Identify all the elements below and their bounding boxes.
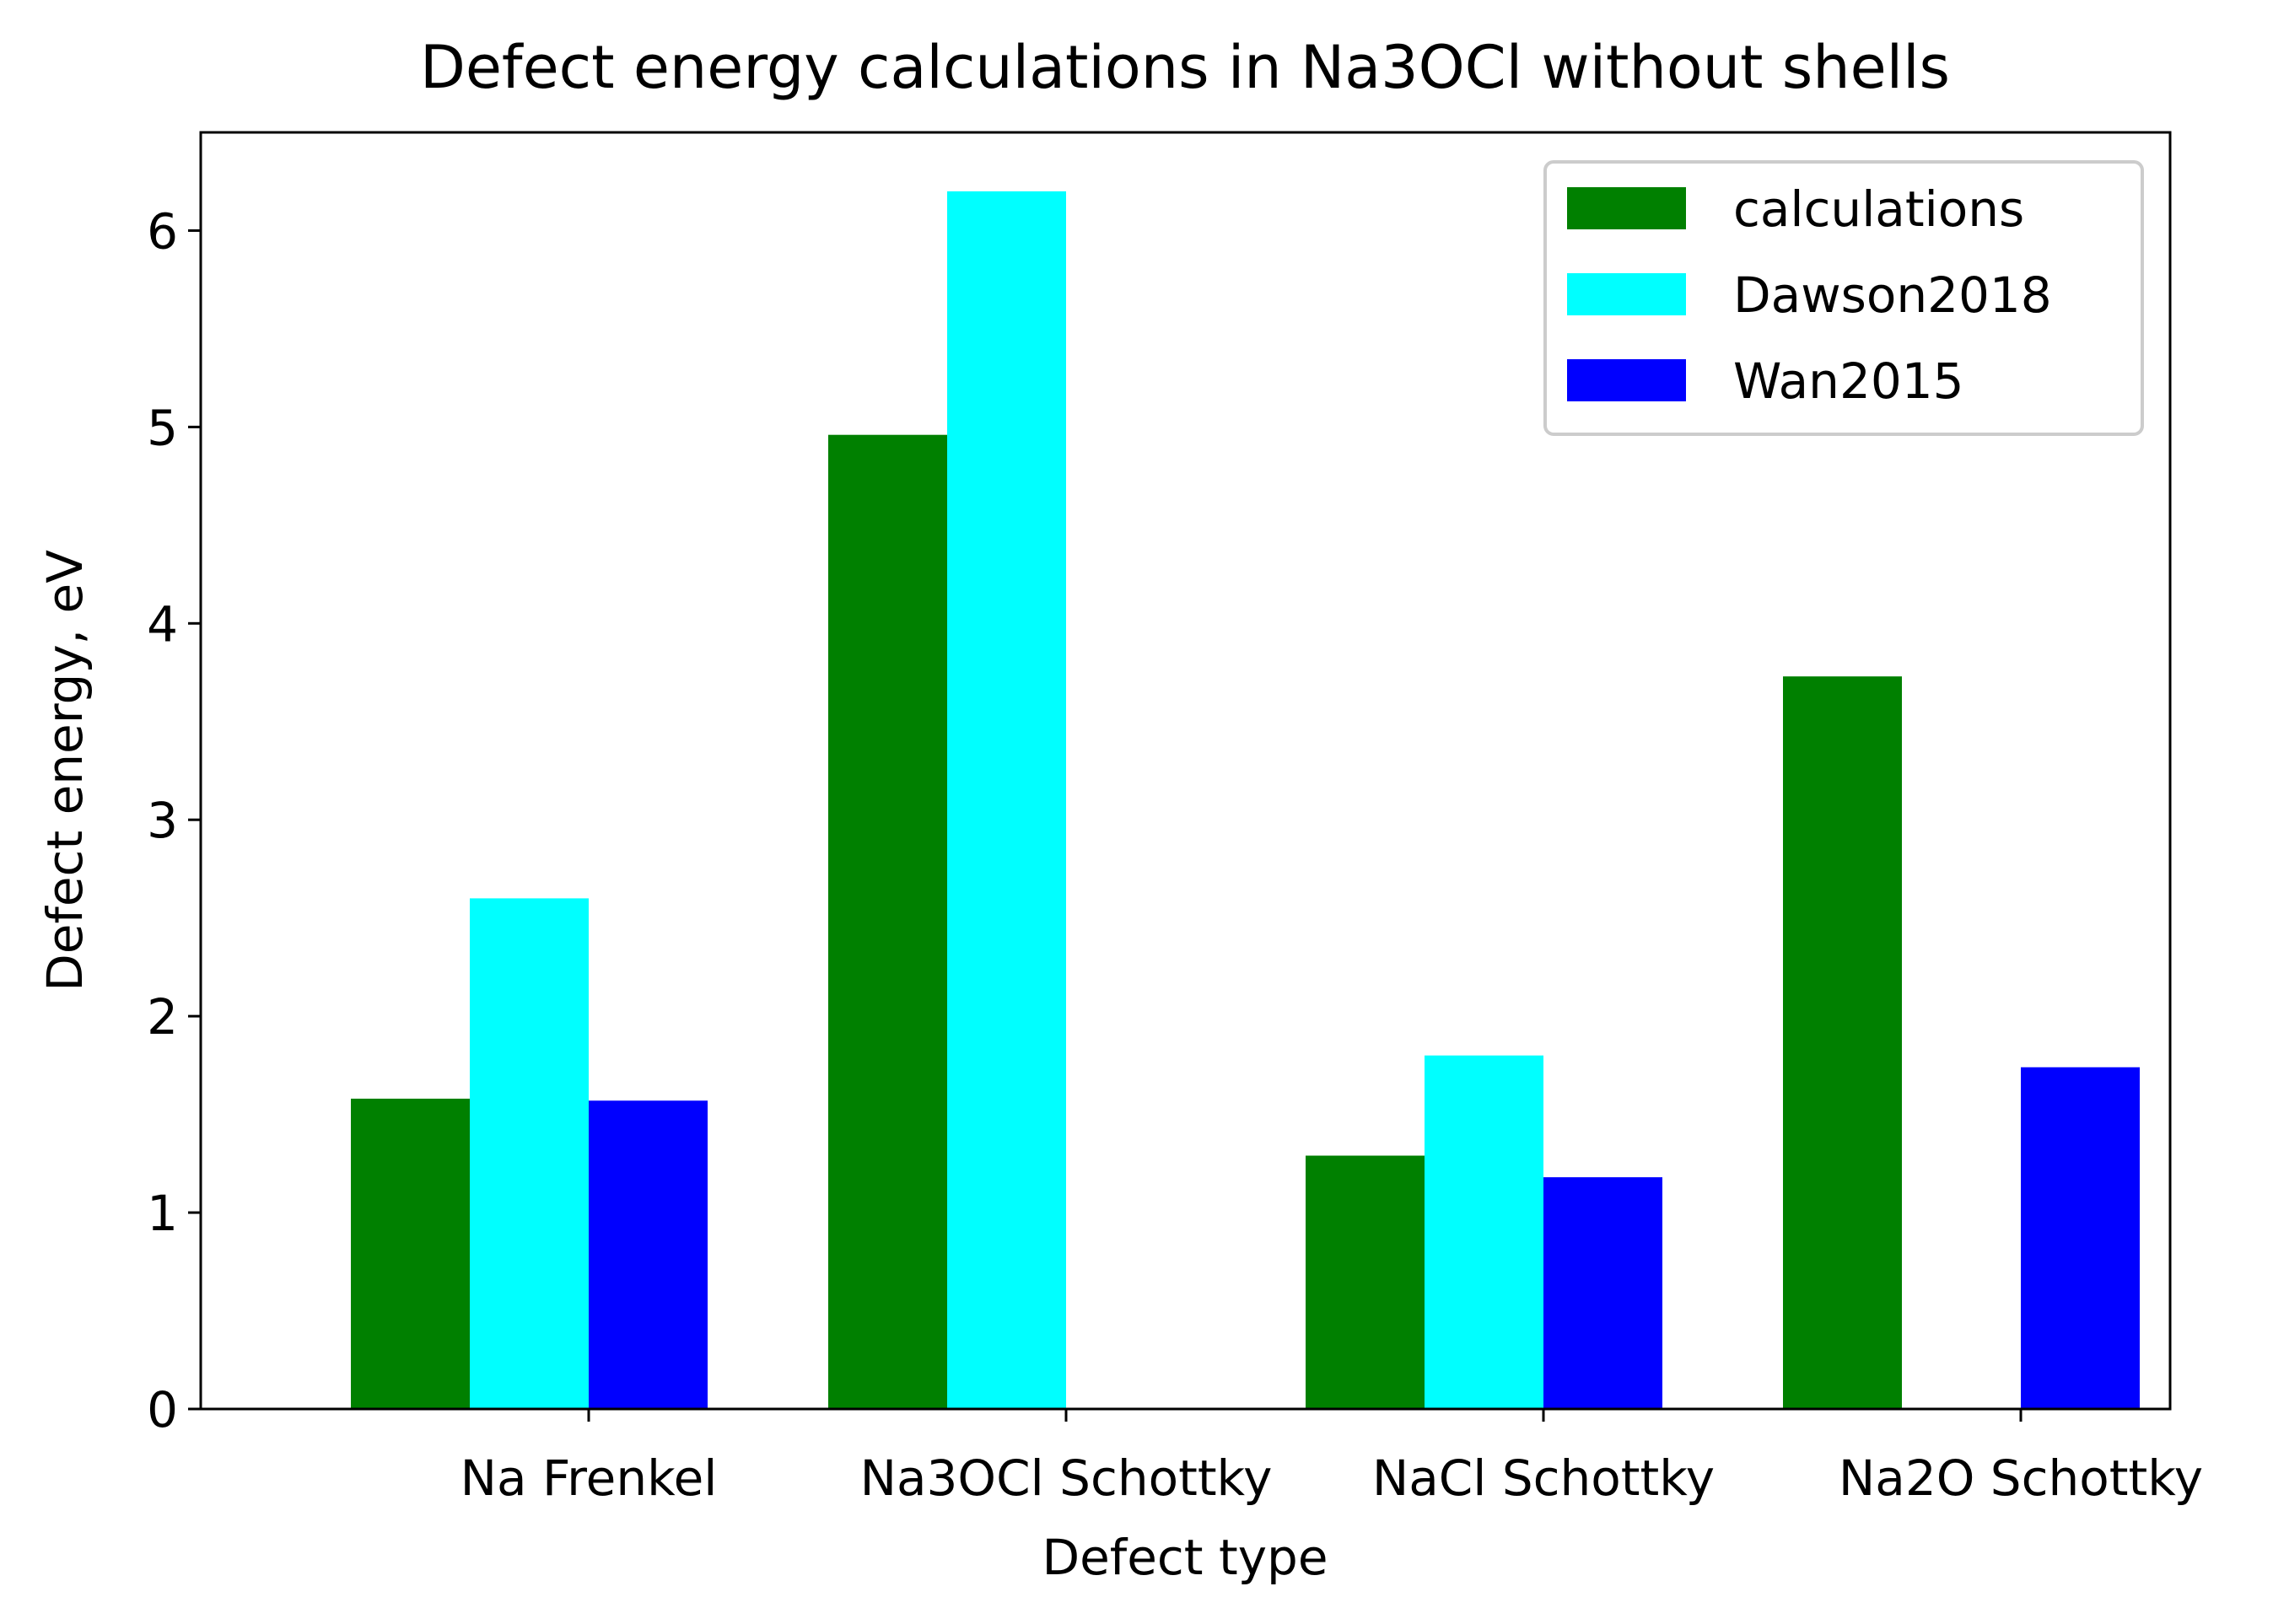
chart-title: Defect energy calculations in Na3OCl wit…: [420, 33, 1950, 102]
x-tick-label: Na Frenkel: [461, 1449, 718, 1507]
y-tick-label: 1: [147, 1185, 178, 1242]
bar-wan2015-3: [1543, 1177, 1662, 1409]
y-axis-label: Defect energy, eV: [36, 550, 94, 992]
legend: calculations Dawson2018 Wan2015: [1543, 160, 2144, 436]
legend-box: [1543, 160, 2144, 436]
x-axis-ticks: Na Frenkel Na3OCl Schottky NaCl Schottky Na…: [461, 1409, 2203, 1507]
x-tick-label: NaCl Schottky: [1372, 1449, 1715, 1507]
bar-dawson2018-1: [470, 898, 589, 1409]
bar-dawson2018-3: [1425, 1055, 1543, 1409]
legend-swatch-dawson2018: [1567, 273, 1686, 315]
legend-swatch-calculations: [1567, 187, 1686, 229]
bar-calculations-2: [828, 434, 947, 1409]
y-tick-label: 4: [147, 595, 178, 653]
y-tick-label: 0: [147, 1381, 178, 1438]
bars: [351, 191, 2140, 1409]
y-tick-label: 5: [147, 399, 178, 456]
legend-swatch-wan2015: [1567, 359, 1686, 401]
legend-label-calculations: calculations: [1733, 180, 2024, 238]
y-tick-label: 2: [147, 988, 178, 1046]
plot-frame: [199, 131, 2172, 1411]
legend-label-dawson2018: Dawson2018: [1733, 266, 2052, 324]
x-tick-label: Na3OCl Schottky: [860, 1449, 1273, 1507]
bar-wan2015-1: [589, 1100, 708, 1409]
legend-items: calculations Dawson2018 Wan2015: [1567, 180, 2052, 410]
y-tick-label: 6: [147, 202, 178, 260]
y-tick-label: 3: [147, 792, 178, 849]
bar-dawson2018-2: [947, 191, 1066, 1409]
bar-calculations-3: [1306, 1155, 1425, 1409]
bar-calculations-1: [351, 1098, 470, 1409]
bar-calculations-4: [1783, 676, 1902, 1409]
x-tick-label: Na2O Schottky: [1839, 1449, 2203, 1507]
legend-label-wan2015: Wan2015: [1733, 352, 1964, 410]
bar-wan2015-4: [2021, 1067, 2140, 1409]
x-axis-label: Defect type: [1042, 1529, 1328, 1586]
y-axis-ticks: 0 1 2 3 4 5 6: [147, 202, 201, 1438]
